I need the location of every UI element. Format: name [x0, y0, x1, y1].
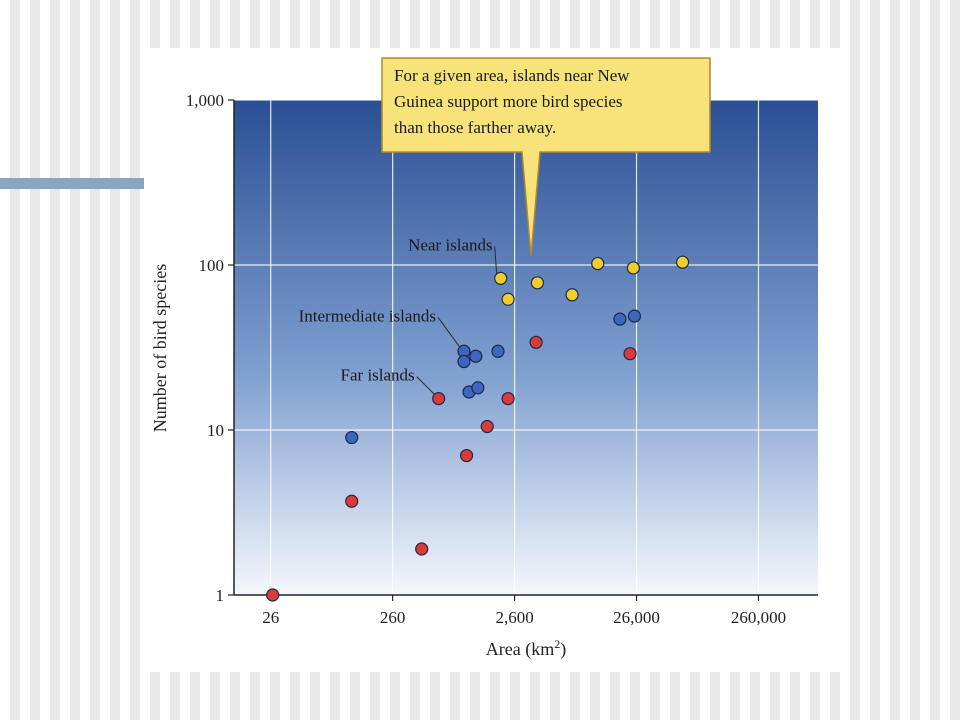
- data-points: [266, 255, 690, 602]
- x-axis-title-close: ): [560, 639, 566, 660]
- data-point-series-0: [530, 276, 545, 290]
- series-label: Intermediate islands: [299, 306, 436, 325]
- data-point-series-0: [565, 288, 579, 302]
- x-axis-title-superscript: 2: [554, 637, 560, 651]
- y-tick-label: 1: [216, 586, 225, 605]
- data-point-series-2: [623, 347, 637, 361]
- x-tick-label: 26: [262, 608, 279, 627]
- data-point-series-1: [491, 344, 505, 358]
- data-point-series-2: [480, 419, 494, 434]
- x-axis-title-main: Area (km: [486, 639, 554, 660]
- callout-line-1: For a given area, islands near New: [394, 66, 630, 85]
- data-point-series-2: [266, 588, 280, 602]
- figure-panel: 26 260 2,600 26,000 260,000 1 10 100 1,000 Near …: [144, 48, 846, 672]
- data-point-series-2: [501, 391, 515, 406]
- data-point-series-2: [432, 391, 446, 406]
- series-label-leader: [416, 376, 436, 395]
- data-point-series-1: [613, 312, 627, 326]
- x-tick-label: 260,000: [731, 608, 786, 627]
- slide-accent-bar: [0, 178, 144, 189]
- y-tick-label: 100: [199, 256, 225, 275]
- callout-box: [381, 57, 711, 257]
- series-label: Near islands: [408, 235, 493, 254]
- data-point-series-2: [459, 448, 474, 463]
- callout-line-2: Guinea support more bird species: [394, 92, 623, 111]
- data-point-series-1: [469, 349, 483, 363]
- series-label-leader: [494, 246, 498, 275]
- axis-ticks: 26 260 2,600 26,000 260,000 1 10 100 1,000: [186, 91, 786, 627]
- series-label-leader: [437, 316, 461, 348]
- y-tick-label: 1,000: [186, 91, 224, 110]
- series-label-leaders: [416, 246, 498, 395]
- data-point-series-2: [529, 335, 543, 349]
- series-label: Far islands: [341, 366, 415, 385]
- callout-line-3: than those farther away.: [394, 118, 556, 137]
- scatter-chart: 26 260 2,600 26,000 260,000 1 10 100 1,000 Near …: [150, 57, 818, 660]
- callout: For a given area, islands near New Guine…: [381, 57, 711, 257]
- data-point-series-2: [415, 542, 429, 556]
- data-point-series-1: [345, 430, 359, 445]
- data-point-series-0: [501, 292, 515, 306]
- x-tick-label: 26,000: [613, 608, 660, 627]
- data-point-series-1: [471, 381, 485, 395]
- x-axis-title: Area (km2): [486, 637, 566, 660]
- series-labels: Near islands Intermediate islands Far isla…: [299, 235, 493, 384]
- x-tick-label: 2,600: [495, 608, 533, 627]
- data-point-series-1: [457, 354, 471, 369]
- y-tick-label: 10: [207, 421, 224, 440]
- y-axis-title: Number of bird species: [150, 264, 170, 432]
- data-point-series-2: [345, 494, 359, 508]
- data-point-series-0: [675, 255, 690, 269]
- data-point-series-1: [627, 309, 642, 323]
- x-tick-label: 260: [380, 608, 406, 627]
- data-point-series-0: [626, 261, 640, 275]
- data-point-series-0: [494, 271, 508, 285]
- data-point-series-0: [591, 256, 605, 271]
